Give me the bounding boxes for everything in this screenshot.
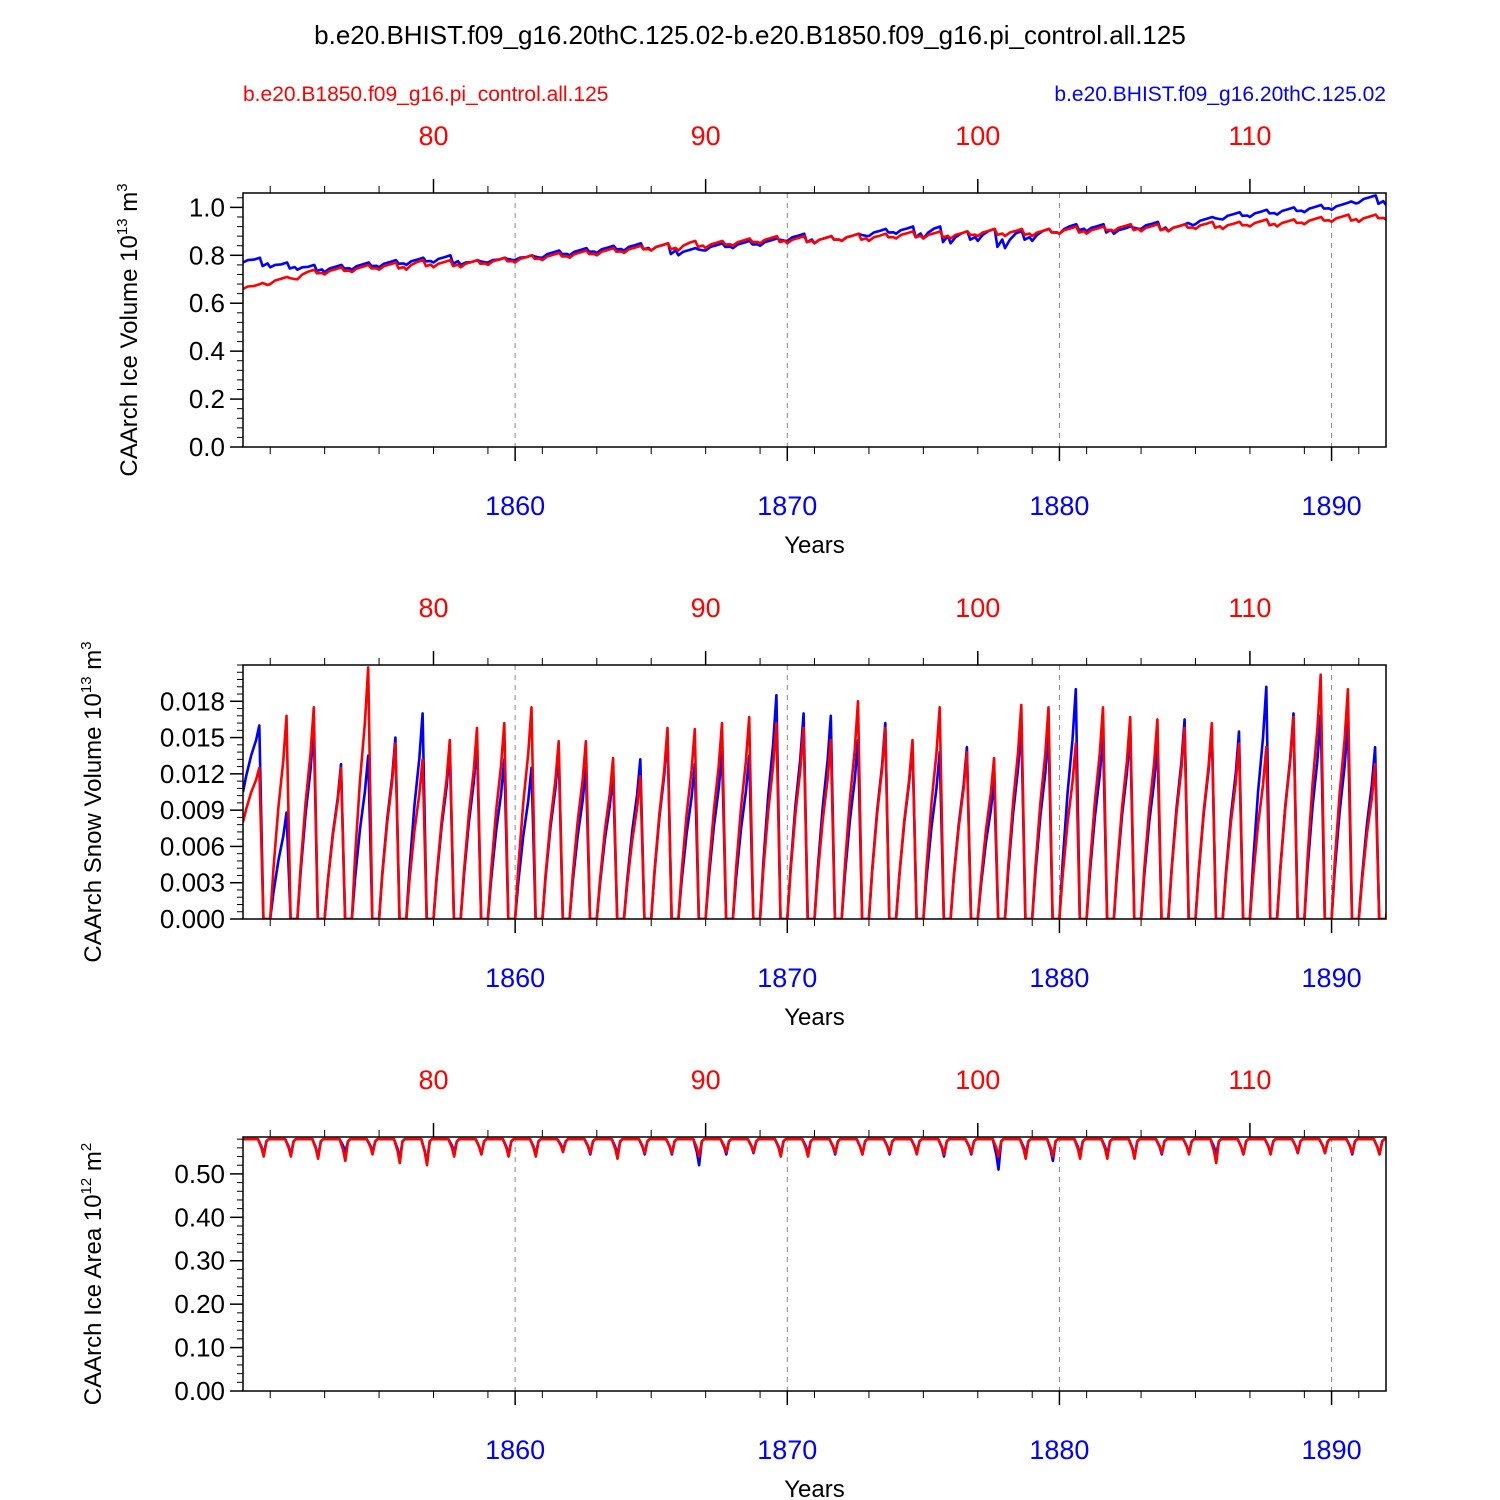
y-axis-title-part: m [80,650,107,677]
x-bottom-tick-label: 1890 [1302,1435,1362,1465]
y-tick-label: 0.6 [189,288,225,318]
series-line-hist [243,1137,1386,1171]
main-title: b.e20.BHIST.f09_g16.20thC.125.02-b.e20.B… [314,20,1186,50]
y-tick-label: 0.2 [189,384,225,414]
plot-frame [242,192,1387,448]
x-bottom-tick-label: 1890 [1302,963,1362,993]
x-top-tick-label: 90 [691,1065,721,1095]
x-bottom-tick-label: 1870 [757,491,817,521]
x-bottom-tick-label: 1870 [757,963,817,993]
y-tick-label: 0.50 [174,1159,225,1189]
x-axis-title: Years [784,532,845,559]
y-axis-title: CAArch Ice Area 1012 m2 [78,1143,107,1405]
y-axis-title-part: 13 [78,676,95,693]
x-axis-title: Years [784,1004,845,1031]
chart-panel-snow-volume: 0.000 0.003 0.006 0.009 0.012 0.015 0.018 1860 1… [78,593,1387,1031]
x-bottom-tick-label: 1860 [485,963,545,993]
y-tick-label: 0.000 [160,904,225,934]
x-bottom-tick-label: 1880 [1029,1435,1089,1465]
y-tick-label: 0.10 [174,1333,225,1363]
x-bottom-tick-label: 1870 [757,1435,817,1465]
x-top-tick-label: 80 [418,1065,448,1095]
y-tick-label: 0.8 [189,240,225,270]
x-top-tick-label: 80 [418,121,448,151]
x-bottom-tick-label: 1860 [485,491,545,521]
y-axis-title-part: 3 [114,183,131,191]
y-tick-label: 0.012 [160,759,225,789]
series-group [243,1137,1386,1171]
y-tick-label: 0.40 [174,1202,225,1232]
y-tick-label: 0.30 [174,1246,225,1276]
x-top-tick-label: 110 [1228,1065,1271,1095]
series-line-control [243,213,1386,290]
y-axis-title: CAArch Ice Volume 1013 m3 [114,183,143,476]
y-tick-label: 1.0 [189,192,225,222]
panels: 0.0 0.2 0.4 0.6 0.8 1.0 1860 1870 1880 1890 80 90 10… [78,121,1387,1500]
x-bottom-tick-label: 1880 [1029,491,1089,521]
y-tick-label: 0.0 [189,432,225,462]
x-top-tick-label: 100 [955,593,1000,623]
y-axis-title-part: 12 [78,1178,95,1195]
series-group [243,666,1386,919]
y-axis-title: CAArch Snow Volume 1013 m3 [78,641,107,962]
y-axis-title-part: CAArch Ice Area 10 [80,1194,107,1405]
x-bottom-tick-label: 1860 [485,1435,545,1465]
series-line-control [243,1137,1386,1167]
series-line-control [243,666,1386,919]
y-tick-label: 0.009 [160,795,225,825]
legend-control-label: b.e20.B1850.f09_g16.pi_control.all.125 [243,83,608,106]
y-tick-label: 0.006 [160,831,225,861]
y-tick-label: 0.4 [189,336,225,366]
y-axis-title-part: CAArch Snow Volume 10 [80,693,107,962]
y-axis-title-part: m [80,1151,107,1178]
x-bottom-tick-label: 1880 [1029,963,1089,993]
y-axis-title-part: 3 [78,641,95,649]
x-bottom-tick-label: 1890 [1302,491,1362,521]
x-top-tick-label: 90 [691,593,721,623]
legend-hist-label: b.e20.BHIST.f09_g16.20thC.125.02 [1054,83,1386,106]
x-top-tick-label: 100 [955,1065,1000,1095]
y-tick-label: 0.015 [160,723,225,753]
y-tick-label: 0.018 [160,686,225,716]
x-axis-title: Years [784,1476,845,1500]
y-axis-title-part: 13 [114,218,131,235]
x-top-tick-label: 100 [955,121,1000,151]
x-top-tick-label: 90 [691,121,721,151]
y-tick-label: 0.20 [174,1289,225,1319]
y-tick-label: 0.00 [174,1376,225,1406]
y-axis-title-part: 2 [78,1143,95,1151]
y-axis-title-part: CAArch Ice Volume 10 [116,235,143,476]
chart-panel-ice-volume: 0.0 0.2 0.4 0.6 0.8 1.0 1860 1870 1880 1890 80 90 10… [114,121,1387,559]
plot-frame [242,1136,1387,1392]
series-group [243,194,1386,290]
x-top-tick-label: 110 [1228,121,1271,151]
x-top-tick-label: 110 [1228,593,1271,623]
y-axis-title-part: m [116,192,143,219]
chart-panel-ice-area: 0.00 0.10 0.20 0.30 0.40 0.50 1860 1870 1880 1890… [78,1065,1387,1500]
y-tick-label: 0.003 [160,868,225,898]
x-top-tick-label: 80 [418,593,448,623]
